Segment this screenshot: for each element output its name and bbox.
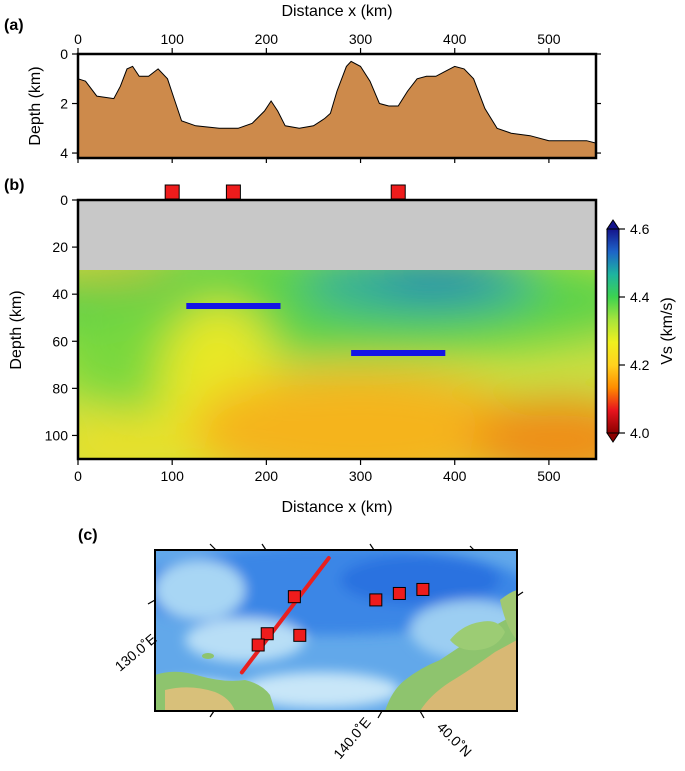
panel-a-y-axis-title: Depth (km): [27, 66, 44, 145]
panel-b-x-tick-label: 200: [255, 468, 279, 484]
panel-b-x-tick-label: 300: [349, 468, 373, 484]
panel-c-frame: [154, 549, 518, 712]
colorbar-label: Vs (km/s): [659, 297, 676, 365]
map-stations: [251, 582, 430, 652]
graticule-tick: [516, 591, 524, 597]
graticule-tick: [369, 543, 375, 551]
map-profile-line: [239, 556, 331, 675]
panel-b-y-ticks: 0 20 40 60 80 100: [45, 192, 78, 443]
panel-a-x-tick-label: 400: [443, 31, 467, 47]
bathymetry-map: [155, 550, 517, 711]
panel-b-y-tick-label: 40: [52, 286, 68, 302]
land-east: [500, 590, 517, 640]
graticule-tick: [469, 545, 475, 551]
map-lon-label-140: 140.0˚E: [330, 714, 374, 762]
colorbar-tick-label: 4.2: [630, 357, 650, 373]
panel-a-x-tick-label: 100: [161, 31, 185, 47]
colorbar-min-arrow: [606, 432, 620, 443]
panel-b-x-tick-label: 100: [161, 468, 185, 484]
panel-b-x-tick-label: 0: [74, 468, 82, 484]
masked-crust-layer: [78, 200, 596, 270]
panel-b-x-axis-title: Distance x (km): [281, 499, 392, 516]
map-station-marker: [293, 628, 307, 642]
map-station-marker: [369, 593, 383, 607]
station-marker: [225, 184, 241, 200]
panel-a-y-ticks: 0 2 4: [60, 46, 601, 161]
panel-b-y-axis-title: Depth (km): [8, 290, 25, 369]
panel-b-y-tick-label: 20: [52, 239, 68, 255]
map-station-marker: [287, 590, 301, 604]
velocity-heatmap: [78, 200, 596, 459]
colorbar-max-arrow: [606, 219, 620, 230]
graticule-tick: [209, 543, 217, 551]
panel-b-y-tick-label: 0: [60, 192, 68, 208]
panel-a-x-tick-label: 500: [537, 31, 561, 47]
panel-b-stations: [164, 184, 406, 200]
colorbar-tick-label: 4.0: [630, 425, 650, 441]
panel-a-frame: [76, 52, 598, 160]
graticule-tick: [419, 710, 425, 719]
graticule-tick: [377, 710, 383, 719]
graticule-tick: [261, 543, 267, 551]
map-station-marker: [392, 586, 406, 600]
panel-c-label: (c): [78, 527, 98, 544]
graticule-tick: [147, 599, 156, 605]
station-marker: [390, 184, 406, 200]
colorbar-ticks: 4.0 4.2 4.4 4.6: [619, 221, 650, 441]
panel-a: (a) Distance x (km) Depth (km) 0 100 200 30…: [4, 3, 601, 163]
interface-segments: [186, 302, 446, 357]
panel-b-label: (b): [4, 177, 24, 194]
land-southeast-highland: [420, 640, 517, 711]
map-station-marker: [416, 582, 430, 596]
panel-a-x-axis-title: Distance x (km): [281, 3, 392, 20]
map-station-marker: [260, 627, 274, 641]
map-station-marker: [251, 638, 265, 652]
panel-b-frame: [76, 198, 598, 461]
small-island: [202, 653, 214, 659]
panel-b: (b) 0 100: [4, 177, 676, 516]
panel-b-x-tick-label: 400: [443, 468, 467, 484]
panel-b-y-tick-label: 100: [45, 427, 69, 443]
panel-c: (c): [78, 527, 524, 762]
panel-a-y-tick-label: 2: [60, 96, 68, 112]
panel-b-x-ticks: 0 100 200 300 400 500: [74, 459, 561, 484]
map-lat-label-40: 40.0˚N: [434, 719, 475, 760]
panel-b-y-tick-label: 60: [52, 333, 68, 349]
profile-line: [239, 556, 331, 675]
station-marker: [164, 184, 180, 200]
colorbar-tick-label: 4.4: [630, 289, 650, 305]
colorbar-tick-label: 4.6: [630, 221, 650, 237]
topography-area: [77, 60, 597, 159]
land-peninsula: [450, 621, 505, 651]
map-lon-label-130: 130.0˚E: [112, 631, 160, 675]
graticule-tick: [209, 710, 215, 718]
panel-a-x-tick-label: 200: [255, 31, 279, 47]
panel-a-y-tick-label: 4: [60, 145, 68, 161]
panel-b-x-tick-label: 500: [537, 468, 561, 484]
land-southwest-highland: [165, 687, 235, 711]
colorbar-gradient: [606, 228, 620, 434]
panel-b-y-tick-label: 80: [52, 380, 68, 396]
panel-a-x-tick-label: 300: [349, 31, 373, 47]
panel-a-label: (a): [4, 17, 24, 34]
colorbar: 4.0 4.2 4.4 4.6 Vs (km/s): [606, 219, 676, 443]
panel-a-x-ticks: 0 100 200 300 400 500: [74, 31, 561, 163]
panel-a-x-tick-label: 0: [74, 31, 82, 47]
panel-a-y-tick-label: 0: [60, 46, 68, 62]
